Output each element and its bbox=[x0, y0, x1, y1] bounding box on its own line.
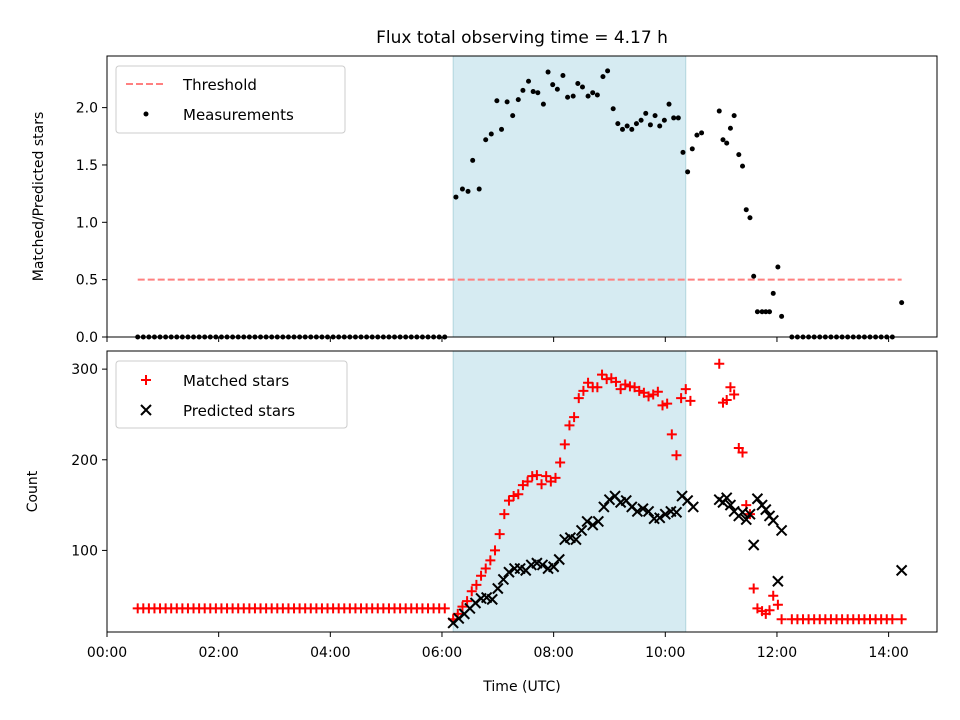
measurement-point bbox=[526, 79, 531, 84]
measurement-point bbox=[499, 127, 504, 132]
legend-predicted-label: Predicted stars bbox=[183, 402, 295, 420]
measurement-point bbox=[685, 169, 690, 174]
measurement-point bbox=[615, 121, 620, 126]
measurement-point bbox=[662, 118, 667, 123]
measurement-point bbox=[657, 123, 662, 128]
measurement-point bbox=[732, 113, 737, 118]
measurement-point bbox=[489, 131, 494, 136]
measurement-point bbox=[550, 82, 555, 87]
measurement-point bbox=[639, 118, 644, 123]
top-y-tick-label: 2.0 bbox=[76, 101, 98, 117]
legend-matched-label: Matched stars bbox=[183, 372, 289, 390]
x-tick-label: 00:00 bbox=[87, 645, 127, 661]
x-tick-label: 04:00 bbox=[310, 645, 350, 661]
measurement-point bbox=[565, 95, 570, 100]
measurement-point bbox=[520, 88, 525, 93]
measurement-point bbox=[676, 115, 681, 120]
bottom-y-tick-label: 300 bbox=[71, 362, 98, 378]
chart-title: Flux total observing time = 4.17 h bbox=[376, 28, 668, 48]
measurement-point bbox=[629, 127, 634, 132]
measurement-point bbox=[779, 314, 784, 319]
measurement-point bbox=[767, 309, 772, 314]
measurement-point bbox=[690, 146, 695, 151]
measurement-point bbox=[571, 94, 576, 99]
measurement-point bbox=[531, 89, 536, 94]
x-tick-label: 08:00 bbox=[533, 645, 573, 661]
measurement-point bbox=[600, 74, 605, 79]
measurement-point bbox=[744, 207, 749, 212]
top-y-axis-label: Matched/Predicted stars bbox=[31, 112, 47, 282]
measurement-point bbox=[611, 106, 616, 111]
x-tick-label: 10:00 bbox=[645, 645, 685, 661]
measurement-point bbox=[605, 68, 610, 73]
measurement-point bbox=[747, 215, 752, 220]
measurement-point bbox=[453, 195, 458, 200]
measurement-point bbox=[699, 130, 704, 135]
measurement-point bbox=[736, 152, 741, 157]
legend-threshold-label: Threshold bbox=[182, 76, 257, 94]
measurement-point bbox=[483, 137, 488, 142]
measurement-point bbox=[634, 121, 639, 126]
measurement-point bbox=[671, 115, 676, 120]
measurement-point bbox=[595, 92, 600, 97]
measurement-point bbox=[771, 291, 776, 296]
measurement-point bbox=[546, 70, 551, 75]
measurement-point bbox=[694, 133, 699, 138]
measurement-point bbox=[751, 274, 756, 279]
measurement-point bbox=[541, 102, 546, 107]
measurement-point bbox=[575, 81, 580, 86]
measurement-point bbox=[586, 94, 591, 99]
measurement-point bbox=[590, 90, 595, 95]
figure: Flux total observing time = 4.17 h 0.0 0.… bbox=[0, 0, 960, 720]
measurement-point bbox=[717, 109, 722, 114]
legend-measurements-label: Measurements bbox=[183, 106, 294, 124]
x-tick-label: 06:00 bbox=[422, 645, 462, 661]
top-y-tick-label: 1.5 bbox=[76, 158, 98, 174]
measurement-point bbox=[899, 300, 904, 305]
legend-measurements-swatch bbox=[144, 112, 149, 117]
measurement-point bbox=[460, 187, 465, 192]
measurement-point bbox=[724, 141, 729, 146]
measurement-point bbox=[775, 265, 780, 270]
measurement-point bbox=[740, 164, 745, 169]
measurement-point bbox=[510, 113, 515, 118]
measurement-point bbox=[620, 127, 625, 132]
measurement-point bbox=[648, 122, 653, 127]
measurement-point bbox=[560, 73, 565, 78]
bottom-y-axis-label: Count bbox=[25, 470, 41, 512]
measurement-point bbox=[667, 102, 672, 107]
x-axis-label: Time (UTC) bbox=[482, 679, 560, 695]
x-tick-label: 02:00 bbox=[198, 645, 238, 661]
measurement-point bbox=[535, 90, 540, 95]
measurement-point bbox=[625, 123, 630, 128]
measurement-point bbox=[470, 158, 475, 163]
bottom-y-tick-label: 200 bbox=[71, 453, 98, 469]
measurement-point bbox=[643, 111, 648, 116]
measurement-point bbox=[653, 113, 658, 118]
x-tick-label: 14:00 bbox=[868, 645, 908, 661]
measurement-point bbox=[680, 150, 685, 155]
measurement-point bbox=[505, 99, 510, 104]
measurement-point bbox=[466, 189, 471, 194]
measurement-point bbox=[494, 98, 499, 103]
measurement-point bbox=[720, 137, 725, 142]
measurement-point bbox=[580, 84, 585, 89]
top-y-tick-label: 0.5 bbox=[76, 273, 98, 289]
measurement-point bbox=[516, 97, 521, 102]
x-tick-label: 12:00 bbox=[757, 645, 797, 661]
top-y-tick-label: 0.0 bbox=[76, 330, 98, 346]
top-y-tick-label: 1.0 bbox=[76, 215, 98, 231]
measurement-point bbox=[755, 309, 760, 314]
measurement-point bbox=[728, 126, 733, 131]
bottom-observing-window bbox=[453, 351, 686, 632]
measurement-point bbox=[555, 87, 560, 92]
bottom-y-tick-label: 100 bbox=[71, 543, 98, 559]
measurement-point bbox=[477, 187, 482, 192]
